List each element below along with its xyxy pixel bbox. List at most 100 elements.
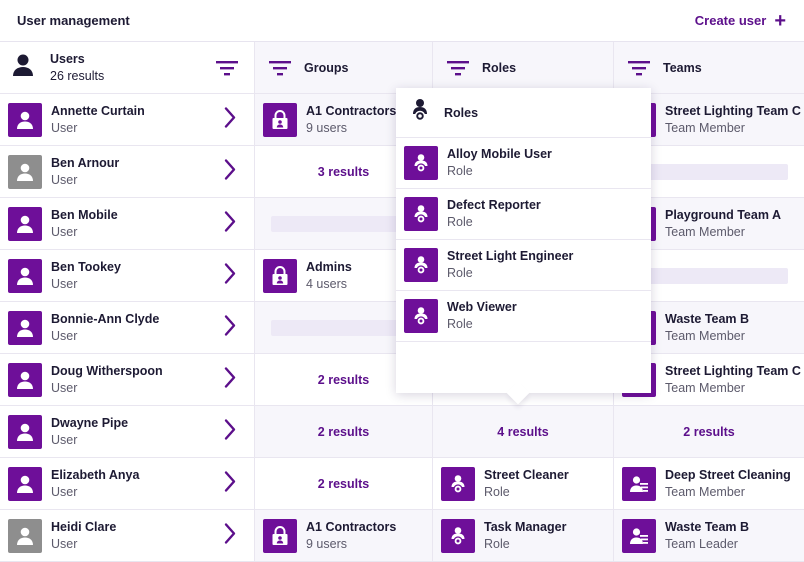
filter-icon[interactable] [216, 60, 238, 76]
group-results-link[interactable]: 3 results [317, 164, 370, 179]
item-name: Task Manager [484, 519, 567, 534]
item-name: Dwayne Pipe [51, 415, 129, 430]
filter-icon[interactable] [269, 60, 291, 76]
group-cell[interactable]: A1 Contractors 9 users [255, 510, 433, 561]
top-bar: User management Create user + [0, 0, 804, 42]
item-name: Admins [306, 259, 352, 274]
chevron-right-icon[interactable] [224, 522, 236, 549]
item-subtitle: Role [447, 266, 473, 280]
cell-text: Street Lighting Team C Team Member [665, 103, 801, 137]
header-row: Users 26 results Groups Roles Teams [0, 42, 804, 94]
chevron-right-icon[interactable] [224, 470, 236, 497]
item-name: Annette Curtain [51, 103, 145, 118]
chevron-right-icon[interactable] [224, 418, 236, 445]
item-subtitle: Role [447, 317, 473, 331]
role-badge-icon [411, 255, 431, 275]
item-subtitle: Role [447, 215, 473, 229]
person-icon [15, 370, 35, 390]
group-cell[interactable]: Admins 4 users [255, 250, 433, 301]
popover-role-item[interactable]: Street Light Engineer Role [396, 240, 651, 291]
team-results-link[interactable]: 2 results [683, 424, 735, 439]
chevron-right-icon[interactable] [224, 366, 236, 393]
role-cell[interactable]: Task Manager Role [433, 510, 614, 561]
popover-role-item[interactable]: Defect Reporter Role [396, 189, 651, 240]
cell-text: Bonnie-Ann Clyde User [51, 311, 159, 345]
user-cell[interactable]: Ben Tookey User [0, 250, 255, 301]
table-row: Elizabeth Anya User 2 results Street Cleane… [0, 458, 804, 510]
plus-icon: + [774, 9, 786, 32]
create-user-button[interactable]: Create user + [695, 9, 786, 32]
item-subtitle: 9 users [306, 120, 347, 135]
filter-icon[interactable] [628, 60, 650, 76]
avatar [404, 146, 438, 180]
team-cell[interactable]: Deep Street Cleaning Team Member [614, 458, 804, 509]
user-cell[interactable]: Elizabeth Anya User [0, 458, 255, 509]
group-results-link[interactable]: 2 results [317, 424, 370, 439]
user-cell[interactable]: Ben Arnour User [0, 146, 255, 197]
item-subtitle: 9 users [306, 536, 347, 551]
filter-icon[interactable] [447, 60, 469, 76]
item-name: Deep Street Cleaning [665, 467, 791, 482]
cell-text: Doug Witherspoon User [51, 363, 163, 397]
item-name: Alloy Mobile User [447, 147, 552, 161]
item-subtitle: Team Member [665, 380, 745, 395]
groups-column-label: Groups [304, 60, 349, 75]
user-cell[interactable]: Doug Witherspoon User [0, 354, 255, 405]
avatar [8, 466, 42, 501]
cell-text: Street Cleaner Role [484, 467, 569, 501]
avatar [8, 258, 42, 293]
chevron-right-icon[interactable] [224, 106, 236, 133]
item-subtitle: User [51, 172, 78, 187]
teams-column-label: Teams [663, 60, 702, 75]
groups-column-header: Groups [255, 42, 433, 93]
avatar [622, 518, 656, 553]
team-cell[interactable]: Waste Team B Team Leader [614, 510, 804, 561]
cell-text: Annette Curtain User [51, 103, 145, 137]
cell-text: A1 Contractors 9 users [306, 519, 396, 553]
avatar [622, 466, 656, 501]
group-cell: 2 results [255, 406, 433, 457]
person-icon [15, 318, 35, 338]
cell-text: Admins 4 users [306, 259, 352, 293]
user-cell[interactable]: Heidi Clare User [0, 510, 255, 561]
item-subtitle: Team Member [665, 484, 745, 499]
item-subtitle: User [51, 536, 78, 551]
person-icon [15, 526, 35, 546]
cell-text: Street Lighting Team C Team Member [665, 363, 801, 397]
cell-text: Playground Team A Team Member [665, 207, 781, 241]
users-count: 26 results [50, 68, 105, 83]
item-name: Street Cleaner [484, 467, 569, 482]
item-name: Elizabeth Anya [51, 467, 140, 482]
user-cell[interactable]: Annette Curtain User [0, 94, 255, 145]
item-subtitle: Team Member [665, 120, 745, 135]
team-cell [614, 250, 804, 301]
item-subtitle: User [51, 276, 78, 291]
role-results-link[interactable]: 4 results [497, 424, 549, 439]
chevron-right-icon[interactable] [224, 314, 236, 341]
team-icon [629, 526, 649, 546]
group-results-link[interactable]: 2 results [317, 372, 370, 387]
roles-column-label: Roles [482, 60, 517, 75]
chevron-right-icon[interactable] [224, 210, 236, 237]
item-subtitle: Team Leader [665, 536, 738, 551]
user-cell[interactable]: Ben Mobile User [0, 198, 255, 249]
cell-text: Waste Team B Team Leader [665, 519, 749, 553]
item-name: Playground Team A [665, 207, 781, 222]
group-results-link[interactable]: 2 results [317, 476, 370, 491]
item-name: Ben Mobile [51, 207, 118, 222]
person-icon [15, 110, 35, 130]
user-cell[interactable]: Bonnie-Ann Clyde User [0, 302, 255, 353]
role-cell[interactable]: Street Cleaner Role [433, 458, 614, 509]
group-cell: 2 results [255, 458, 433, 509]
popover-role-item[interactable]: Alloy Mobile User Role [396, 138, 651, 189]
user-cell[interactable]: Dwayne Pipe User [0, 406, 255, 457]
empty-placeholder [630, 163, 788, 180]
chevron-right-icon[interactable] [224, 262, 236, 289]
popover-role-item[interactable]: Web Viewer Role [396, 291, 651, 342]
chevron-right-icon[interactable] [224, 158, 236, 185]
teams-column-header: Teams [614, 42, 804, 93]
popover-header: Roles [396, 88, 651, 138]
roles-popover: Roles Alloy Mobile User Role Defect Report… [396, 88, 651, 405]
item-subtitle: Role [447, 164, 473, 178]
empty-placeholder [271, 319, 416, 336]
